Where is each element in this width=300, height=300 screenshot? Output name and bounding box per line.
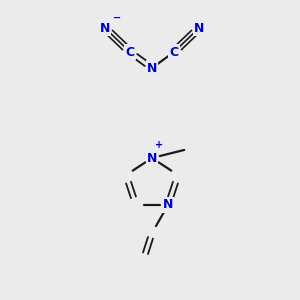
Text: N: N [147,152,157,164]
Text: N: N [194,22,204,34]
Text: +: + [155,140,163,150]
Text: N: N [147,61,157,74]
Text: C: C [125,46,135,59]
Text: N: N [100,22,110,34]
Text: N: N [163,199,173,212]
Text: −: − [113,13,121,23]
Text: C: C [169,46,178,59]
